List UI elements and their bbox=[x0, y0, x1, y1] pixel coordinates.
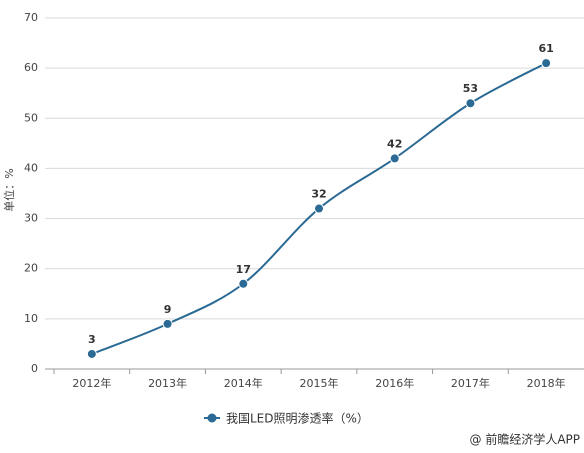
x-tick-label: 2016年 bbox=[375, 376, 414, 390]
x-tick-label: 2017年 bbox=[451, 376, 490, 390]
legend-label: 我国LED照明渗透率（%） bbox=[226, 411, 369, 426]
data-label: 61 bbox=[538, 42, 553, 55]
data-point bbox=[238, 278, 249, 289]
data-label: 3 bbox=[88, 333, 96, 346]
x-tick-label: 2013年 bbox=[148, 376, 187, 390]
data-point bbox=[162, 318, 173, 329]
data-point bbox=[541, 58, 552, 69]
y-tick-label: 40 bbox=[24, 161, 38, 174]
y-tick-label: 30 bbox=[24, 212, 38, 225]
data-point bbox=[465, 98, 476, 109]
y-tick-label: 50 bbox=[24, 111, 38, 124]
data-label: 53 bbox=[463, 82, 478, 95]
x-tick-label: 2014年 bbox=[224, 376, 263, 390]
y-tick-label: 20 bbox=[24, 262, 38, 275]
data-label: 42 bbox=[387, 137, 402, 150]
data-label: 32 bbox=[311, 188, 326, 201]
y-tick-label: 60 bbox=[24, 61, 38, 74]
x-tick-label: 2015年 bbox=[300, 376, 339, 390]
x-tick-label: 2012年 bbox=[72, 376, 111, 390]
y-tick-label: 70 bbox=[24, 11, 38, 24]
data-point bbox=[389, 153, 400, 164]
data-label: 17 bbox=[236, 263, 251, 276]
y-tick-label: 10 bbox=[24, 312, 38, 325]
data-point bbox=[314, 203, 324, 214]
data-label: 9 bbox=[164, 303, 172, 316]
data-point bbox=[86, 348, 97, 359]
x-tick-label: 2018年 bbox=[527, 376, 566, 390]
y-axis-label: 单位：% bbox=[2, 168, 16, 211]
source: @ 前瞻经济学人APP bbox=[470, 432, 581, 447]
y-tick-label: 0 bbox=[31, 362, 38, 375]
